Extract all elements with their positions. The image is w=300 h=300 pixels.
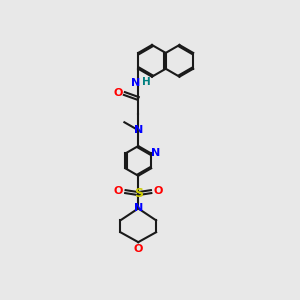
Text: N: N	[131, 78, 140, 88]
Text: O: O	[134, 244, 143, 254]
Text: H: H	[142, 76, 151, 87]
Text: O: O	[153, 186, 163, 196]
Text: O: O	[114, 186, 123, 196]
Text: N: N	[152, 148, 161, 158]
Text: S: S	[134, 187, 143, 200]
Text: O: O	[114, 88, 123, 98]
Text: N: N	[134, 125, 143, 135]
Text: N: N	[134, 203, 143, 214]
